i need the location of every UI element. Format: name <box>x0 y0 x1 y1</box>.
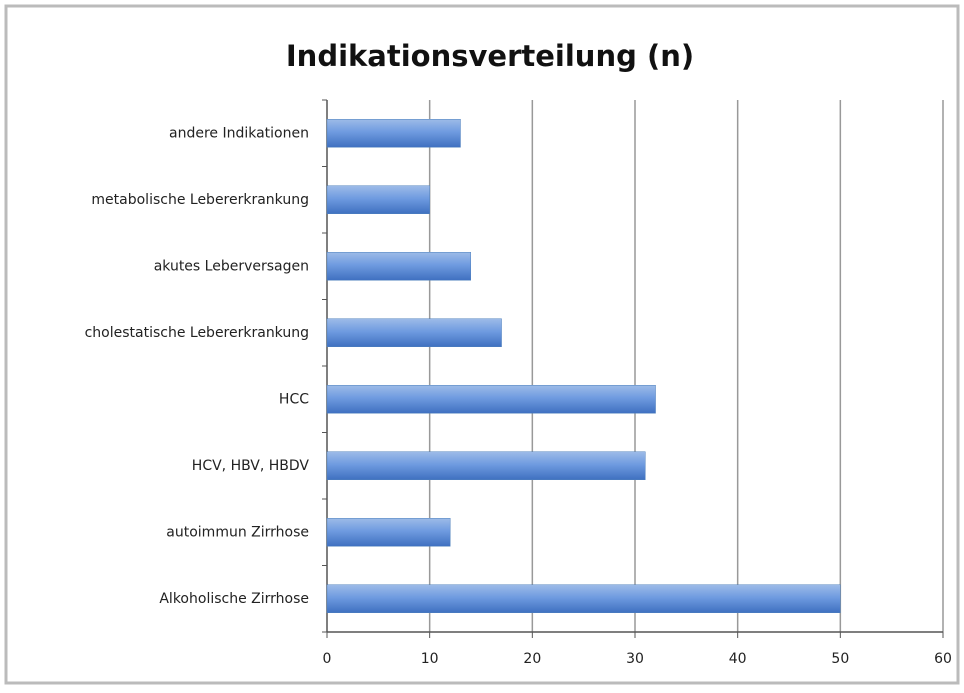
bar <box>326 518 451 547</box>
y-tick-label: HCC <box>279 391 309 407</box>
bar <box>326 318 502 347</box>
y-tick-label: autoimmun Zirrhose <box>166 524 309 540</box>
y-tick-label: Alkoholische Zirrhose <box>159 591 309 607</box>
bar <box>326 385 656 414</box>
x-tick-label: 60 <box>934 651 952 667</box>
y-tick-label: akutes Leberversagen <box>154 258 309 274</box>
bar <box>326 584 841 613</box>
y-tick-label: andere Indikationen <box>169 125 309 141</box>
x-tick-label: 0 <box>323 651 332 667</box>
y-tick-label: metabolische Lebererkrankung <box>91 192 309 208</box>
x-tick-label: 10 <box>421 651 439 667</box>
bar <box>326 185 430 214</box>
x-tick-label: 40 <box>729 651 747 667</box>
x-tick-label: 20 <box>523 651 541 667</box>
y-tick-label: cholestatische Lebererkrankung <box>85 325 309 341</box>
bar <box>326 119 461 148</box>
chart-title: Indikationsverteilung (n) <box>286 39 694 73</box>
x-tick-label: 30 <box>626 651 644 667</box>
bar <box>326 252 471 281</box>
x-tick-label: 50 <box>831 651 849 667</box>
y-tick-label: HCV, HBV, HBDV <box>192 458 310 474</box>
bar <box>326 451 646 480</box>
